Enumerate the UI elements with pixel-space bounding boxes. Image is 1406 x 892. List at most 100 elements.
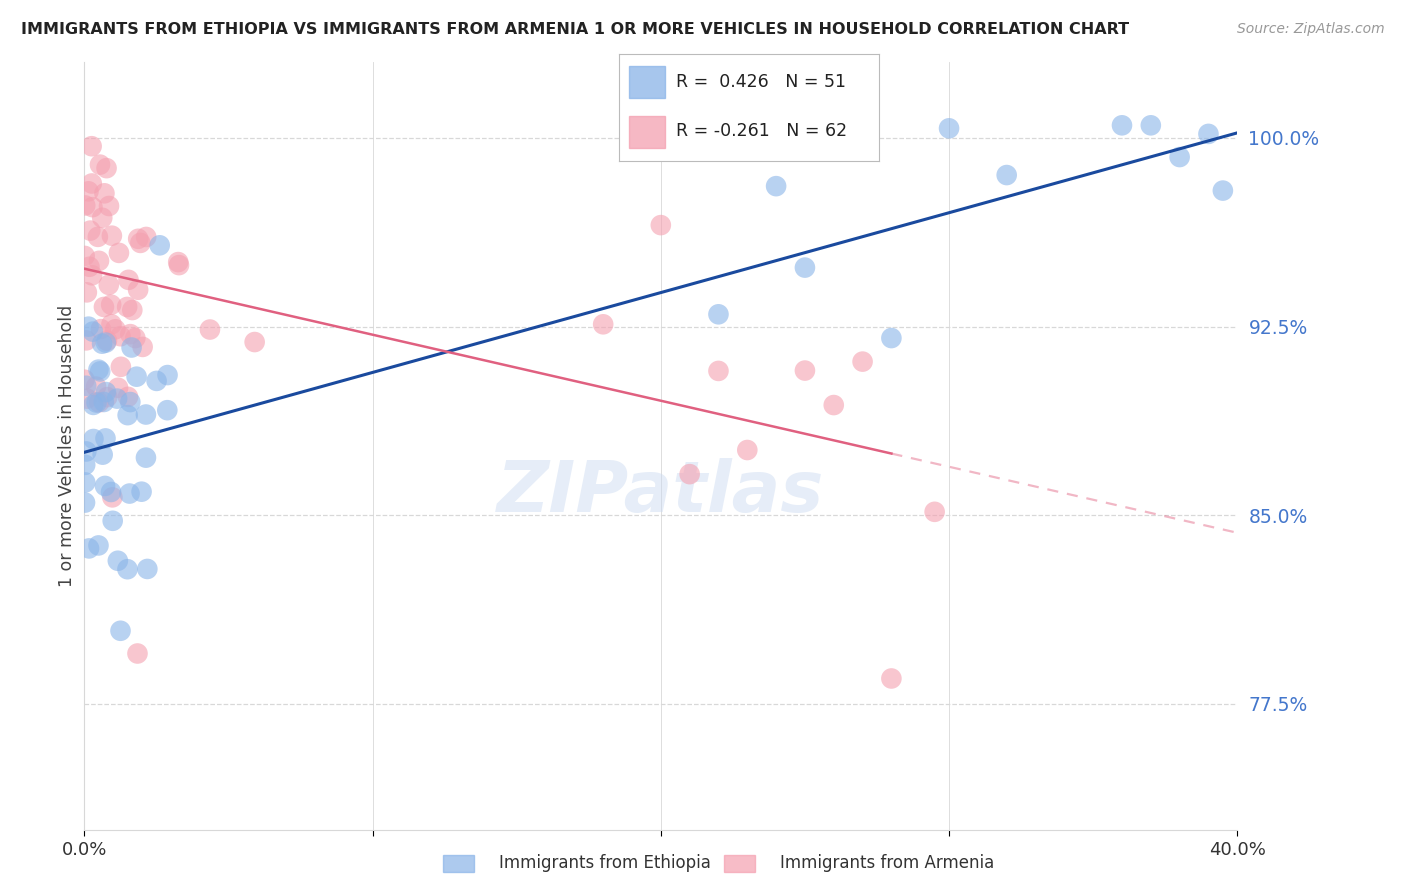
Point — [77, 541, 100, 556]
Point — [76, 392, 98, 406]
Point — [87, 395, 110, 409]
Point — [89, 158, 111, 172]
Point — [794, 260, 817, 275]
Point — [80, 268, 103, 283]
Point — [135, 230, 157, 244]
Point — [145, 374, 167, 388]
Point — [679, 467, 702, 482]
Point — [737, 442, 759, 457]
Text: ZIPatlas: ZIPatlas — [498, 458, 824, 526]
Point — [91, 336, 114, 351]
Point — [77, 184, 100, 198]
Point — [880, 672, 903, 686]
Point — [82, 200, 104, 214]
Point — [76, 285, 98, 300]
Point — [75, 378, 97, 392]
Point — [131, 484, 153, 499]
Point — [131, 340, 153, 354]
Point — [149, 238, 172, 252]
Point — [117, 408, 139, 422]
Text: Immigrants from Ethiopia: Immigrants from Ethiopia — [499, 855, 711, 872]
Point — [880, 331, 903, 345]
Point — [707, 364, 730, 378]
Point — [87, 230, 110, 244]
Point — [1140, 118, 1163, 132]
Bar — [628, 116, 665, 148]
Text: Immigrants from Armenia: Immigrants from Armenia — [780, 855, 994, 872]
Point — [93, 300, 115, 314]
Point — [110, 624, 132, 638]
Point — [96, 390, 118, 404]
Point — [94, 335, 117, 350]
Point — [91, 211, 114, 225]
Text: R = -0.261   N = 62: R = -0.261 N = 62 — [676, 121, 846, 139]
Point — [94, 479, 117, 493]
Point — [1212, 184, 1234, 198]
Point — [105, 392, 128, 406]
Point — [93, 395, 115, 409]
Point — [136, 562, 159, 576]
Point — [118, 486, 141, 500]
Point — [127, 647, 149, 661]
Point — [121, 341, 143, 355]
Point — [110, 329, 132, 343]
Point — [73, 249, 96, 263]
Point — [110, 359, 132, 374]
Point — [87, 538, 110, 552]
Point — [127, 283, 149, 297]
Point — [75, 475, 97, 490]
Point — [852, 354, 875, 368]
Point — [121, 303, 143, 318]
Point — [995, 168, 1018, 182]
Point — [198, 322, 221, 336]
Point — [156, 368, 179, 382]
Point — [101, 228, 124, 243]
Point — [100, 298, 122, 312]
Point — [100, 485, 122, 500]
Point — [107, 381, 129, 395]
Point — [1111, 118, 1133, 132]
Point — [86, 395, 108, 409]
Point — [120, 395, 142, 409]
Point — [101, 491, 124, 505]
Point — [91, 448, 114, 462]
Point — [94, 385, 117, 400]
Point — [108, 245, 131, 260]
Y-axis label: 1 or more Vehicles in Household: 1 or more Vehicles in Household — [58, 305, 76, 587]
Point — [77, 319, 100, 334]
Point — [98, 199, 121, 213]
Point — [87, 362, 110, 376]
Text: Source: ZipAtlas.com: Source: ZipAtlas.com — [1237, 22, 1385, 37]
Point — [167, 258, 190, 272]
Point — [84, 379, 107, 393]
Point — [73, 495, 96, 509]
Point — [120, 327, 142, 342]
Point — [117, 390, 139, 404]
Point — [707, 307, 730, 321]
Point — [135, 450, 157, 465]
Point — [1168, 150, 1191, 164]
Point — [127, 232, 149, 246]
Point — [97, 277, 120, 292]
Point — [96, 161, 118, 176]
Point — [125, 369, 148, 384]
Point — [650, 218, 672, 232]
Point — [80, 139, 103, 153]
Point — [82, 398, 104, 412]
Point — [93, 186, 115, 201]
Point — [243, 334, 266, 349]
Point — [765, 179, 787, 194]
Point — [89, 364, 111, 378]
Point — [924, 505, 946, 519]
Point — [167, 255, 190, 269]
Point — [80, 177, 103, 191]
Point — [938, 121, 960, 136]
Point — [82, 432, 104, 446]
Point — [117, 273, 139, 287]
Text: IMMIGRANTS FROM ETHIOPIA VS IMMIGRANTS FROM ARMENIA 1 OR MORE VEHICLES IN HOUSEH: IMMIGRANTS FROM ETHIOPIA VS IMMIGRANTS F… — [21, 22, 1129, 37]
Point — [107, 554, 129, 568]
Point — [823, 398, 845, 412]
Point — [117, 562, 139, 576]
Point — [87, 253, 110, 268]
Point — [115, 300, 138, 314]
